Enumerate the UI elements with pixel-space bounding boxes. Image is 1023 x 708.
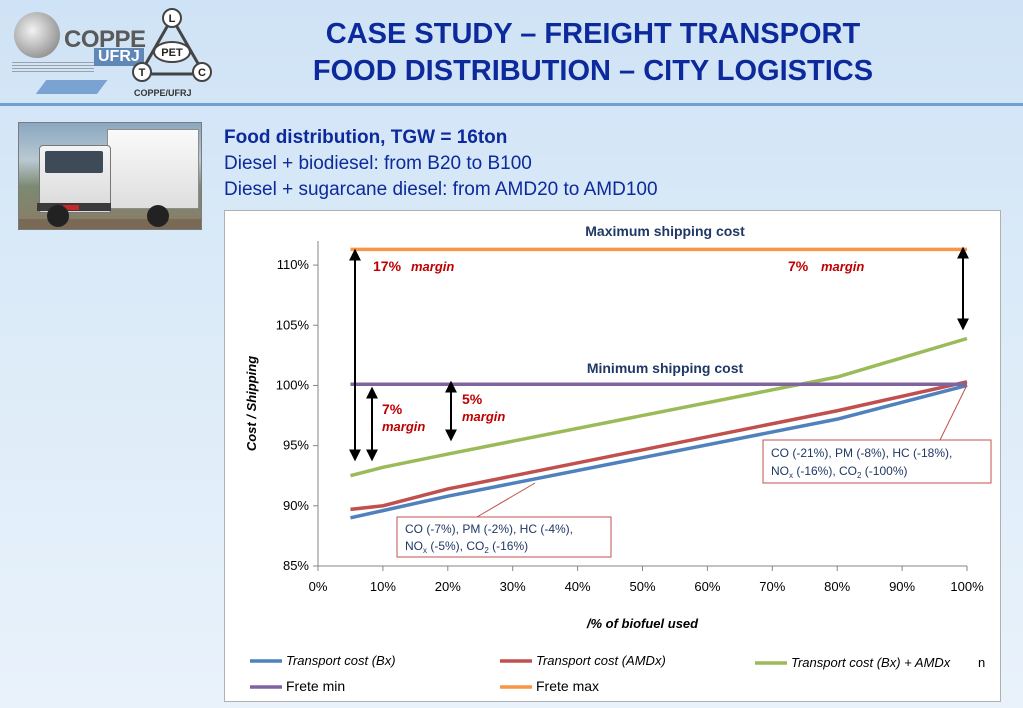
x-tick-label: 90% <box>889 579 915 594</box>
margin7-value: 7% <box>382 401 403 417</box>
chart-panel: 85% 90% 95% 100% 105% 110% 0% 10% 20% 30% 40% 50% 60… <box>224 210 1001 702</box>
coppe-ufrj-logo: COPPE UFRJ <box>10 8 160 98</box>
right-emissions-note <box>762 439 992 484</box>
x-tick-label: 100% <box>950 579 984 594</box>
header-divider <box>0 103 1023 106</box>
university-emblem-icon <box>14 12 60 58</box>
truck-wheel-front <box>47 205 69 227</box>
x-tick-label: 80% <box>824 579 850 594</box>
title-line-1: CASE STUDY – FREIGHT TRANSPORT <box>325 18 861 50</box>
left-note-line1: CO (-7%), PM (-2%), HC (-4%), <box>405 522 573 536</box>
y-axis-title: Cost / Shipping <box>244 356 259 451</box>
margin7-top-word: margin <box>821 259 864 274</box>
info-line-3: Diesel + sugarcane diesel: from AMD20 to… <box>224 179 658 200</box>
pet-center-label: PET <box>161 47 183 59</box>
legend-label-transport-cost-bx-amdx: Transport cost (Bx) + AMDx <box>791 655 951 670</box>
title-line-2: FOOD DISTRIBUTION – CITY LOGISTICS <box>312 55 874 87</box>
max-cost-label: Maximum shipping cost <box>585 223 745 239</box>
pet-logo: L T C PET COPPE/UFRJ <box>130 8 215 102</box>
logo-fineprint <box>12 62 94 74</box>
case-info: Food distribution, TGW = 16ton Diesel + … <box>224 125 658 203</box>
series-line-transport-cost-bx <box>350 383 968 520</box>
x-axis-title: /% of biofuel used <box>586 616 699 631</box>
y-tick-label: 105% <box>276 317 310 332</box>
pet-letter-t: T <box>139 67 146 79</box>
y-tick-label: 90% <box>283 498 309 513</box>
right-note-line1: CO (-21%), PM (-8%), HC (-18%), <box>771 446 952 460</box>
truck-wheel-rear <box>147 205 169 227</box>
margin17-word: margin <box>411 259 454 274</box>
y-tick-label: 85% <box>283 558 309 573</box>
margin5-word: margin <box>462 409 505 424</box>
info-line-2: Diesel + biodiesel: from B20 to B100 <box>224 153 532 174</box>
left-emissions-note <box>396 516 612 558</box>
margin7-top-value: 7% <box>788 258 809 274</box>
min-cost-label: Minimum shipping cost <box>587 360 744 376</box>
legend-label-transport-cost-amdx: Transport cost (AMDx) <box>536 653 666 668</box>
slide-header: COPPE UFRJ L T C PET COPPE/UFRJ CASE STU… <box>0 0 1023 110</box>
left-note-line2: NOx (-5%), CO2 (-16%) <box>405 539 528 555</box>
legend-label-transport-cost-bx: Transport cost (Bx) <box>286 653 396 668</box>
left-note-leader <box>476 482 536 518</box>
x-tick-label: 70% <box>759 579 785 594</box>
x-tick-label: 0% <box>309 579 328 594</box>
legend-label-frete-max: Frete max <box>536 678 599 694</box>
ufrj-wordmark: UFRJ <box>94 48 144 66</box>
right-note-leader <box>939 384 968 441</box>
x-tick-label: 40% <box>565 579 591 594</box>
legend-trailing-text: n <box>978 655 985 670</box>
x-tick-label: 60% <box>694 579 720 594</box>
x-tick-label: 50% <box>629 579 655 594</box>
margin7-word: margin <box>382 419 425 434</box>
x-tick-label: 20% <box>435 579 461 594</box>
pet-triangle-icon: L T C PET <box>132 8 212 82</box>
truck-photo <box>18 122 202 230</box>
y-tick-label: 110% <box>277 257 310 272</box>
y-tick-label: 100% <box>276 377 310 392</box>
info-line-1: Food distribution, TGW = 16ton <box>224 127 508 148</box>
pet-letter-c: C <box>198 67 206 79</box>
x-tick-label: 30% <box>500 579 526 594</box>
margin5-value: 5% <box>462 391 483 407</box>
right-note-line2: NOx (-16%), CO2 (-100%) <box>771 464 907 480</box>
series-line-transport-cost-bx-amdx <box>350 336 968 478</box>
series-line-transport-cost-amdx <box>350 380 968 512</box>
y-tick-label: 95% <box>283 438 309 453</box>
margin17-value: 17% <box>373 258 402 274</box>
slide-title: CASE STUDY – FREIGHT TRANSPORT FOOD DIST… <box>236 16 950 90</box>
pet-caption: COPPE/UFRJ <box>134 88 192 98</box>
photo-ground <box>19 219 201 229</box>
truck-cargo-box <box>107 129 199 209</box>
legend-label-frete-min: Frete min <box>286 678 345 694</box>
truck-plate <box>63 205 79 210</box>
truck-windshield <box>45 151 103 173</box>
x-tick-label: 10% <box>370 579 396 594</box>
cost-chart: 85% 90% 95% 100% 105% 110% 0% 10% 20% 30% 40% 50% 60… <box>244 223 992 694</box>
pet-letter-l: L <box>169 13 176 25</box>
